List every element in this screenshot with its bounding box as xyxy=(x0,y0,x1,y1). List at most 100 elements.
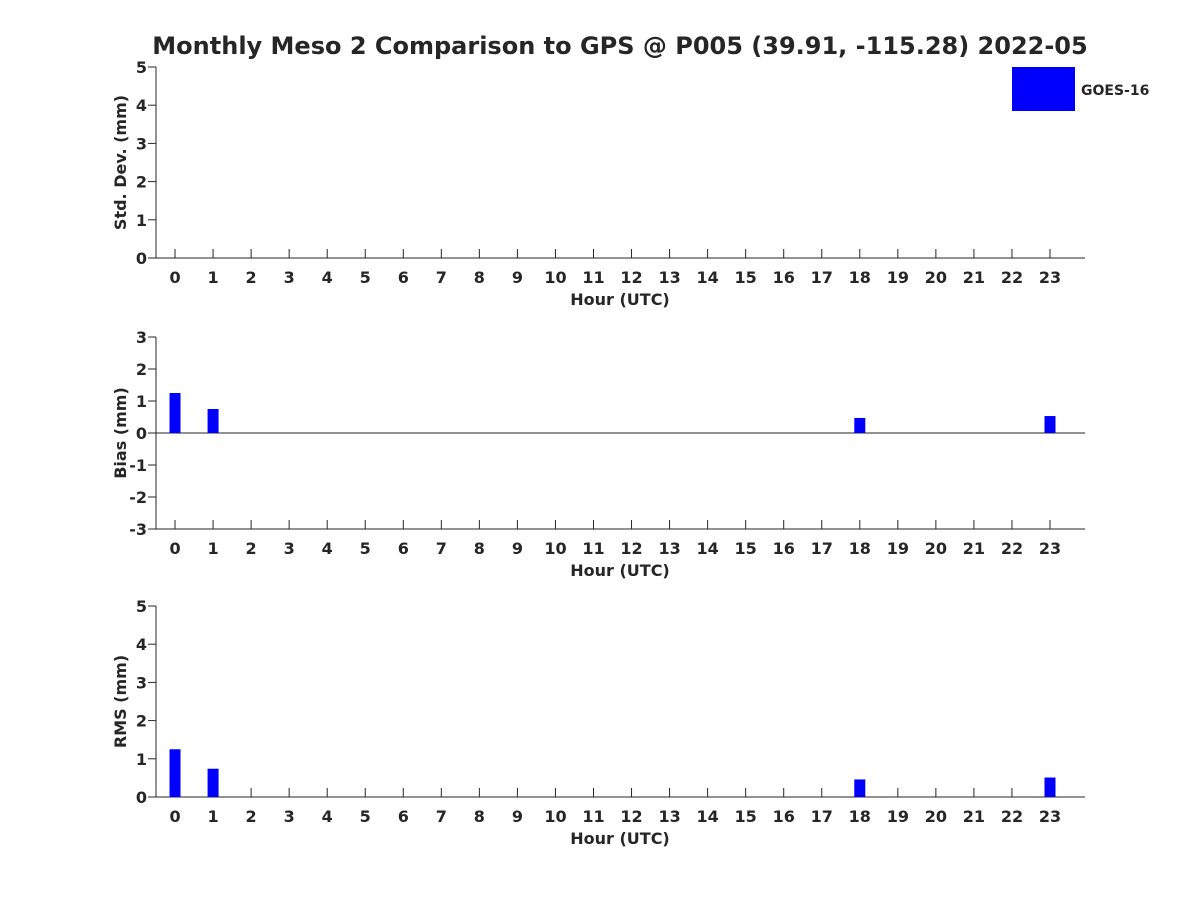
x-tick-label: 0 xyxy=(169,539,180,558)
x-tick-label: 18 xyxy=(849,539,871,558)
y-tick-label: 2 xyxy=(136,712,147,731)
x-tick-label: 4 xyxy=(322,807,333,826)
x-tick-label: 3 xyxy=(284,268,295,287)
x-tick-label: 22 xyxy=(1001,807,1023,826)
y-axis-label: Bias (mm) xyxy=(111,387,130,479)
x-tick-label: 16 xyxy=(773,539,795,558)
x-tick-label: 3 xyxy=(284,539,295,558)
x-tick-label: 13 xyxy=(658,268,680,287)
x-tick-label: 5 xyxy=(360,268,371,287)
x-tick-label: 7 xyxy=(436,539,447,558)
y-tick-label: 3 xyxy=(136,134,147,153)
x-tick-label: 0 xyxy=(169,807,180,826)
x-tick-label: 14 xyxy=(696,268,718,287)
x-tick-label: 23 xyxy=(1039,807,1061,826)
x-tick-label: 20 xyxy=(925,807,947,826)
bar-hour-0 xyxy=(169,749,181,797)
x-tick-label: 2 xyxy=(246,807,257,826)
y-tick-label: 4 xyxy=(136,96,147,115)
x-tick-label: 10 xyxy=(544,268,566,287)
x-tick-label: 16 xyxy=(773,807,795,826)
y-tick-label: 5 xyxy=(136,597,147,616)
y-tick-label: -2 xyxy=(129,488,147,507)
bar-hour-18 xyxy=(854,779,866,797)
y-tick-label: 5 xyxy=(136,58,147,77)
x-tick-label: 8 xyxy=(474,268,485,287)
x-tick-label: 4 xyxy=(322,539,333,558)
legend-swatch xyxy=(1012,67,1075,111)
y-tick-label: 2 xyxy=(136,360,147,379)
y-tick-label: 3 xyxy=(136,673,147,692)
x-tick-label: 17 xyxy=(811,807,833,826)
x-tick-label: 1 xyxy=(207,539,218,558)
x-tick-label: 13 xyxy=(658,539,680,558)
x-tick-label: 1 xyxy=(207,807,218,826)
bar-hour-18 xyxy=(854,417,866,433)
x-tick-label: 23 xyxy=(1039,268,1061,287)
bar-hour-1 xyxy=(207,409,219,433)
x-tick-label: 12 xyxy=(620,268,642,287)
x-tick-label: 1 xyxy=(207,268,218,287)
bar-hour-1 xyxy=(207,768,219,797)
x-tick-label: 14 xyxy=(696,539,718,558)
x-tick-label: 4 xyxy=(322,268,333,287)
y-tick-label: 0 xyxy=(136,788,147,807)
y-axis-label: RMS (mm) xyxy=(111,655,130,748)
x-tick-label: 18 xyxy=(849,268,871,287)
x-tick-label: 10 xyxy=(544,539,566,558)
x-tick-label: 21 xyxy=(963,807,985,826)
x-axis-label: Hour (UTC) xyxy=(570,561,670,580)
y-tick-label: -1 xyxy=(129,456,147,475)
x-tick-label: 8 xyxy=(474,807,485,826)
x-tick-label: 11 xyxy=(582,539,604,558)
x-tick-label: 23 xyxy=(1039,539,1061,558)
y-axis-label: Std. Dev. (mm) xyxy=(111,95,130,230)
y-tick-label: 3 xyxy=(136,328,147,347)
y-tick-label: -3 xyxy=(129,520,147,539)
chart-title: Monthly Meso 2 Comparison to GPS @ P005 … xyxy=(152,32,1087,60)
x-tick-label: 17 xyxy=(811,268,833,287)
x-tick-label: 9 xyxy=(512,807,523,826)
x-tick-label: 3 xyxy=(284,807,295,826)
x-tick-label: 7 xyxy=(436,807,447,826)
x-tick-label: 15 xyxy=(735,268,757,287)
x-tick-label: 18 xyxy=(849,807,871,826)
y-tick-label: 1 xyxy=(136,392,147,411)
x-tick-label: 19 xyxy=(887,807,909,826)
x-tick-label: 20 xyxy=(925,539,947,558)
x-tick-label: 14 xyxy=(696,807,718,826)
x-tick-label: 5 xyxy=(360,807,371,826)
x-tick-label: 13 xyxy=(658,807,680,826)
x-tick-label: 11 xyxy=(582,807,604,826)
x-tick-label: 10 xyxy=(544,807,566,826)
x-tick-label: 22 xyxy=(1001,268,1023,287)
x-tick-label: 0 xyxy=(169,268,180,287)
x-tick-label: 12 xyxy=(620,539,642,558)
x-tick-label: 12 xyxy=(620,807,642,826)
bar-hour-23 xyxy=(1044,416,1056,433)
x-tick-label: 6 xyxy=(398,807,409,826)
x-tick-label: 11 xyxy=(582,268,604,287)
x-tick-label: 16 xyxy=(773,268,795,287)
legend-label: GOES-16 xyxy=(1081,83,1149,99)
x-tick-label: 2 xyxy=(246,268,257,287)
x-axis-label: Hour (UTC) xyxy=(570,829,670,848)
y-tick-label: 1 xyxy=(136,211,147,230)
x-tick-label: 6 xyxy=(398,268,409,287)
x-tick-label: 6 xyxy=(398,539,409,558)
bar-hour-23 xyxy=(1044,777,1056,797)
x-tick-label: 15 xyxy=(735,539,757,558)
x-tick-label: 2 xyxy=(246,539,257,558)
x-tick-label: 21 xyxy=(963,268,985,287)
y-tick-label: 0 xyxy=(136,424,147,443)
y-tick-label: 4 xyxy=(136,635,147,654)
x-tick-label: 19 xyxy=(887,268,909,287)
bar-hour-0 xyxy=(169,393,181,433)
x-tick-label: 15 xyxy=(735,807,757,826)
x-tick-label: 7 xyxy=(436,268,447,287)
x-tick-label: 9 xyxy=(512,268,523,287)
x-tick-label: 8 xyxy=(474,539,485,558)
y-tick-label: 0 xyxy=(136,249,147,268)
x-axis-label: Hour (UTC) xyxy=(570,290,670,309)
